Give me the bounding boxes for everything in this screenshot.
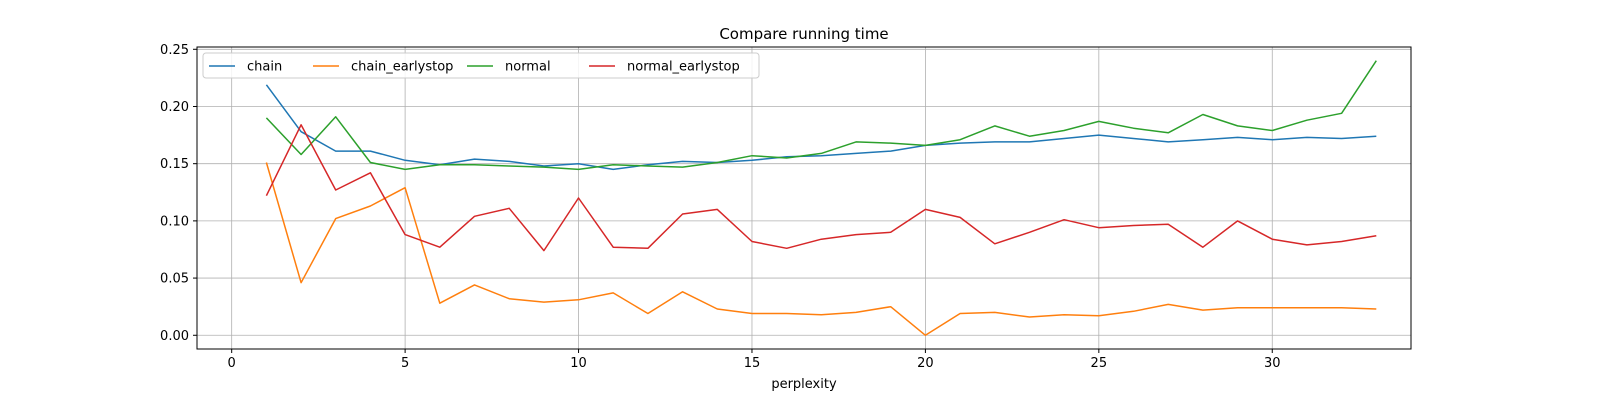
legend: chain chain_earlystop normal normal_earlyst… — [202, 52, 760, 79]
plot-area-frame — [196, 46, 1412, 350]
legend-label-normal: normal — [505, 60, 551, 75]
series-line-normal — [265, 60, 1377, 171]
series-line-normal-earlystop — [265, 124, 1377, 252]
y-tick-label: 0.10 — [160, 214, 189, 229]
x-tick-label: 20 — [917, 356, 934, 371]
y-tick-label: 0.15 — [160, 157, 189, 172]
legend-label-chain-earlystop: chain_earlystop — [351, 60, 453, 75]
y-tick-label: 0.05 — [160, 272, 189, 287]
x-tick-label: 0 — [228, 356, 236, 371]
y-axis-ticks: 0.00 0.05 0.10 0.15 0.20 0.25 — [160, 43, 197, 344]
chart-title: Compare running time — [719, 25, 888, 43]
series-line-chain-earlystop — [265, 162, 1377, 337]
x-tick-label: 5 — [401, 356, 409, 371]
series-lines — [265, 60, 1377, 337]
series-line-chain — [265, 84, 1377, 171]
y-tick-label: 0.00 — [160, 329, 189, 344]
x-tick-label: 25 — [1091, 356, 1108, 371]
x-axis-label: perplexity — [771, 377, 837, 392]
grid — [197, 47, 1411, 349]
x-tick-label: 15 — [744, 356, 761, 371]
x-tick-label: 10 — [570, 356, 587, 371]
x-tick-label: 30 — [1264, 356, 1281, 371]
legend-label-normal-earlystop: normal_earlystop — [627, 60, 740, 75]
x-axis-ticks: 0 5 10 15 20 25 30 — [228, 349, 1281, 371]
legend-label-chain: chain — [247, 60, 282, 75]
y-tick-label: 0.25 — [160, 43, 189, 58]
y-tick-label: 0.20 — [160, 100, 189, 115]
